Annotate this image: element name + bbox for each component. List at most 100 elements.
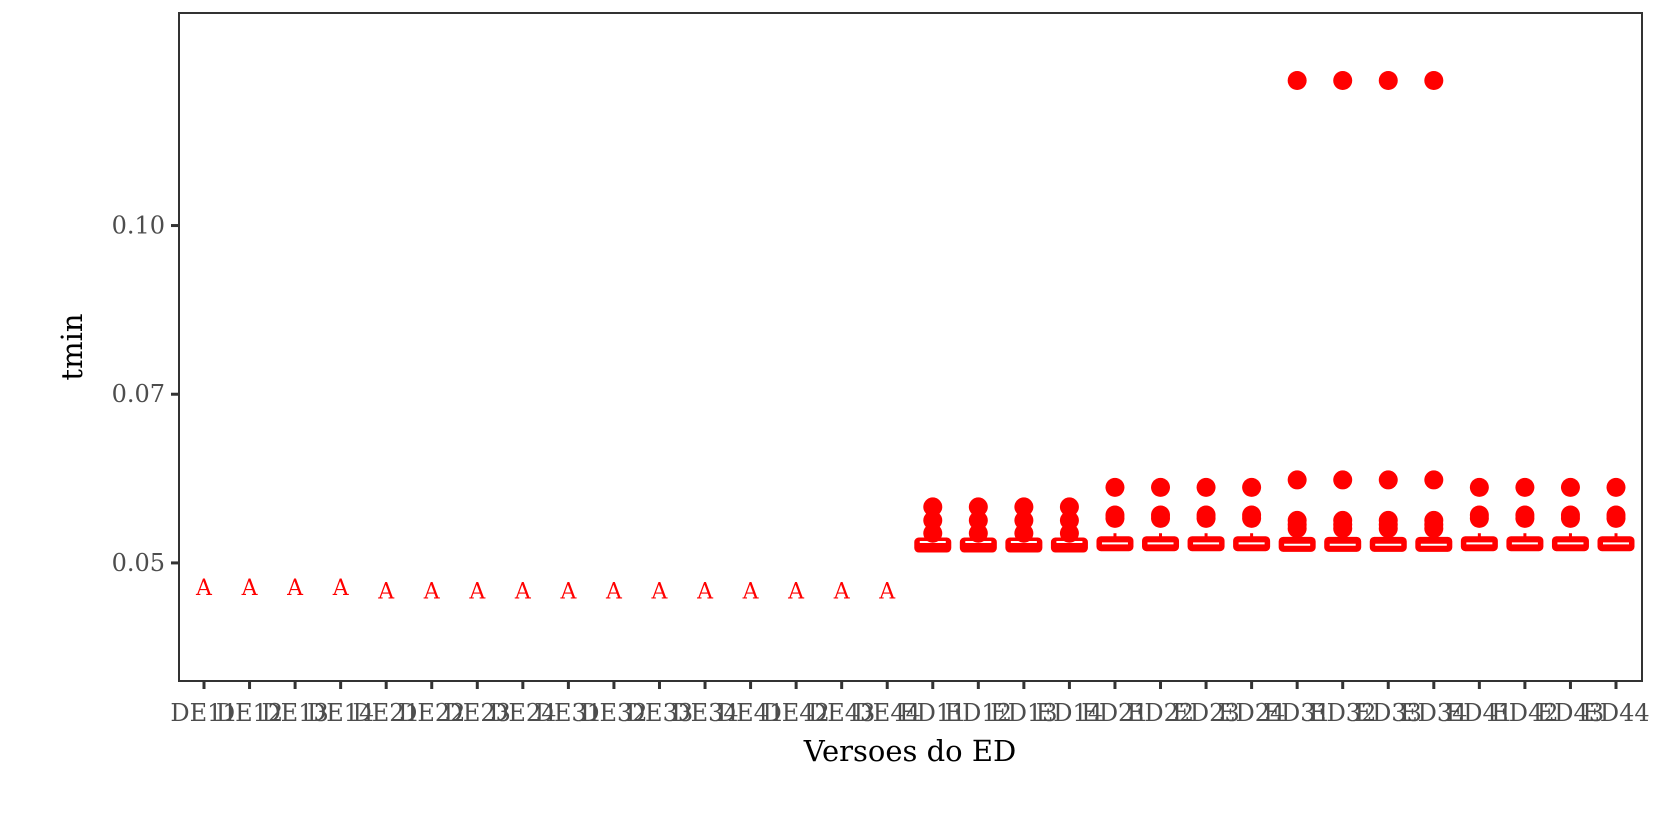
- x-tick-label: DE21: [353, 699, 420, 727]
- x-tick-label: ED23: [1172, 699, 1239, 727]
- plot-panel: [178, 12, 1643, 682]
- outlier-point: [1151, 477, 1171, 497]
- x-tick-label: ED31: [1264, 699, 1331, 727]
- group-letter-label: A: [559, 580, 577, 605]
- y-tick-label: 0.10: [112, 212, 165, 240]
- outlier-point: [923, 510, 943, 530]
- outlier-point: [1196, 505, 1216, 525]
- box-ed41: [1460, 477, 1498, 552]
- x-tick-label: ED13: [990, 699, 1057, 727]
- x-tick-label: DE34: [671, 699, 738, 727]
- x-tick-label: DE22: [398, 699, 465, 727]
- outlier-point: [1105, 477, 1125, 497]
- x-tick-label: ED11: [899, 699, 966, 727]
- outlier-point: [1242, 505, 1262, 525]
- x-tick-label: DE14: [307, 699, 374, 727]
- outlier-point: [1105, 505, 1125, 525]
- x-tick-label: DE23: [444, 699, 511, 727]
- outlier-point: [1469, 477, 1489, 497]
- outlier-point: [1151, 505, 1171, 525]
- group-letter-label: A: [742, 580, 760, 605]
- box-ed22: [1142, 477, 1180, 552]
- x-tick-label: ED43: [1537, 699, 1604, 727]
- x-tick-label: DE41: [717, 699, 784, 727]
- group-letter-label: A: [514, 580, 532, 605]
- y-tick-label: 0.05: [112, 549, 165, 577]
- y-axis-title: tmin: [55, 313, 89, 380]
- x-tick-label: ED42: [1491, 699, 1558, 727]
- group-letter-label: A: [651, 580, 669, 605]
- outlier-point: [1014, 510, 1034, 530]
- y-axis: 0.05 0.07 0.10: [112, 212, 179, 577]
- x-tick-label: DE42: [762, 699, 829, 727]
- y-tick-label: 0.07: [112, 380, 165, 408]
- outlier-point: [968, 497, 988, 517]
- group-letter-label: A: [286, 576, 304, 601]
- x-tick-label: DE24: [489, 699, 556, 727]
- group-letter-label: A: [696, 580, 714, 605]
- outlier-point: [1378, 470, 1398, 490]
- x-tick-label: ED22: [1127, 699, 1194, 727]
- outlier-point: [1333, 510, 1353, 530]
- outlier-point: [1560, 505, 1580, 525]
- group-letter-label: A: [195, 576, 213, 601]
- x-axis-title: Versoes do ED: [803, 734, 1017, 768]
- x-tick-label: ED14: [1036, 699, 1103, 727]
- box-ed14: [1050, 497, 1088, 553]
- outlier-point: [1424, 70, 1444, 90]
- x-tick-label: DE11: [170, 699, 237, 727]
- x-tick-label: ED32: [1309, 699, 1376, 727]
- outlier-point: [1333, 470, 1353, 490]
- outlier-point: [1469, 505, 1489, 525]
- outlier-point: [1287, 470, 1307, 490]
- x-tick-label: ED12: [945, 699, 1012, 727]
- box-ed23: [1187, 477, 1225, 552]
- box-ed32: [1324, 70, 1362, 552]
- box-ed11: [914, 497, 952, 553]
- group-letter-label: A: [605, 580, 623, 605]
- outlier-point: [1560, 477, 1580, 497]
- box-ed44: [1597, 477, 1635, 552]
- box-ed43: [1551, 477, 1589, 552]
- outlier-point: [968, 510, 988, 530]
- outlier-point: [1378, 510, 1398, 530]
- group-letter-label: A: [878, 580, 896, 605]
- x-tick-label: DE12: [216, 699, 283, 727]
- outlier-point: [1606, 505, 1626, 525]
- box-ed21: [1096, 477, 1134, 552]
- x-tick-label: DE33: [626, 699, 693, 727]
- group-letter-label: A: [833, 580, 851, 605]
- group-letter-label: A: [468, 580, 486, 605]
- group-letter-label: A: [787, 580, 805, 605]
- x-tick-label: ED34: [1400, 699, 1467, 727]
- x-tick-label: ED44: [1582, 699, 1649, 727]
- box-ed33: [1369, 70, 1407, 552]
- x-tick-label: DE43: [808, 699, 875, 727]
- outlier-point: [1287, 510, 1307, 530]
- outlier-point: [1515, 477, 1535, 497]
- x-tick-label: DE13: [261, 699, 328, 727]
- outlier-point: [1059, 510, 1079, 530]
- x-tick-label: DE44: [854, 699, 921, 727]
- outlier-point: [1196, 477, 1216, 497]
- outlier-point: [1424, 470, 1444, 490]
- x-tick-label: ED33: [1355, 699, 1422, 727]
- group-letter-label: A: [423, 580, 441, 605]
- x-tick-label: ED41: [1446, 699, 1513, 727]
- outlier-point: [1378, 70, 1398, 90]
- outlier-point: [1059, 497, 1079, 517]
- x-tick-label: ED21: [1081, 699, 1148, 727]
- outlier-point: [1014, 497, 1034, 517]
- outlier-point: [1424, 510, 1444, 530]
- outlier-point: [1333, 70, 1353, 90]
- group-letter-label: A: [332, 576, 350, 601]
- box-ed34: [1415, 70, 1453, 552]
- box-ed24: [1233, 477, 1271, 552]
- group-letter-label: A: [241, 576, 259, 601]
- outlier-point: [1606, 477, 1626, 497]
- group-letter-label: A: [377, 580, 395, 605]
- outlier-point: [923, 497, 943, 517]
- box-ed12: [959, 497, 997, 553]
